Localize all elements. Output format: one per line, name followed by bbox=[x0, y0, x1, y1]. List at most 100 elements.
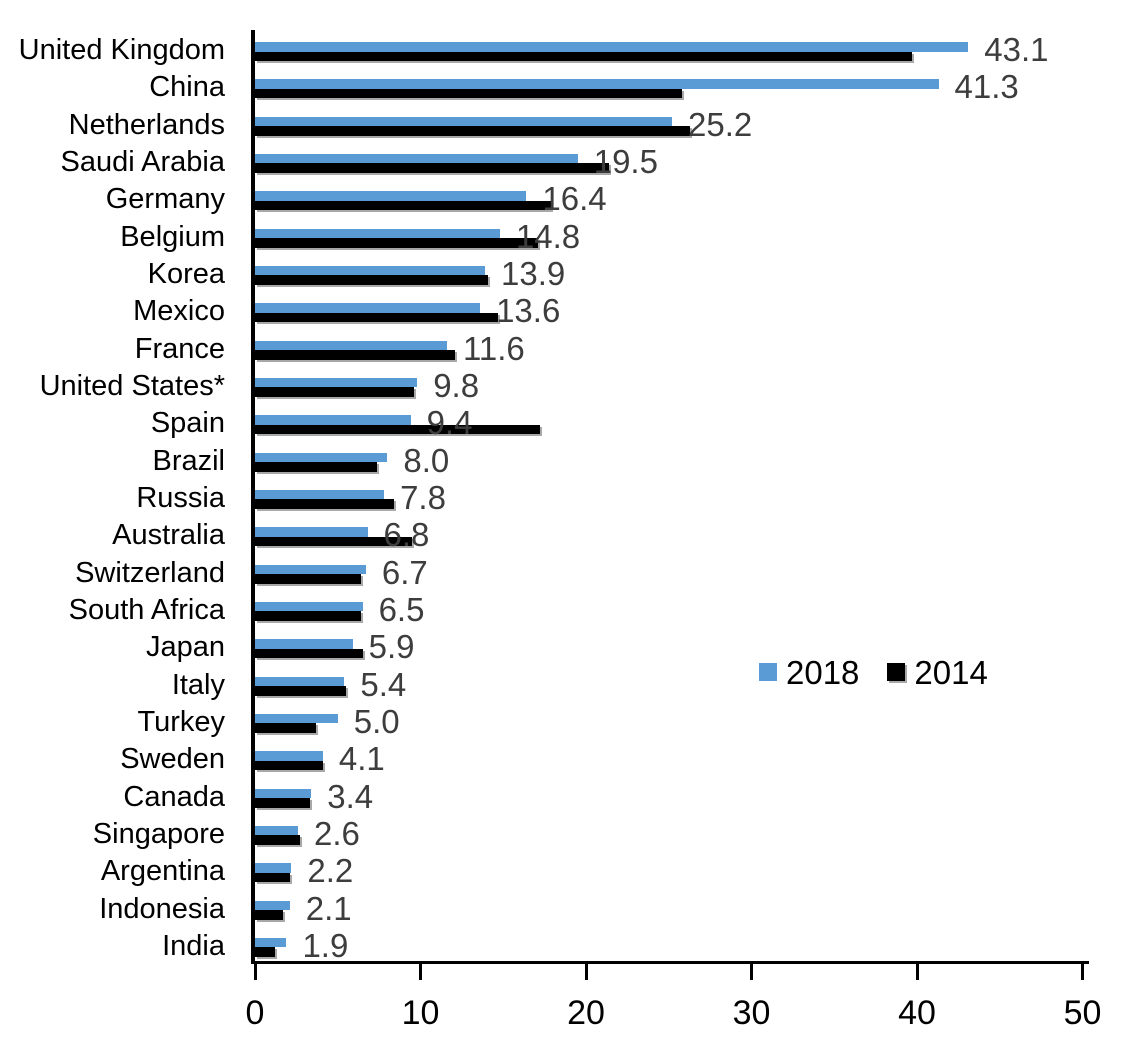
category-label: United States* bbox=[39, 369, 225, 402]
bar-2018 bbox=[255, 79, 939, 89]
bar-row: Argentina 2.2 bbox=[0, 853, 1123, 891]
bar-row: United States* 9.8 bbox=[0, 366, 1123, 406]
bar-row: Singapore 2.6 bbox=[0, 815, 1123, 854]
bar-row: Canada 3.4 bbox=[0, 777, 1123, 817]
bar-2018 bbox=[255, 191, 527, 201]
category-label: France bbox=[134, 332, 225, 365]
value-label: 5.4 bbox=[360, 665, 407, 703]
bar-2018 bbox=[255, 303, 481, 313]
bar-2018 bbox=[255, 713, 338, 724]
bar-2018 bbox=[255, 340, 447, 351]
category-label: United Kingdom bbox=[18, 34, 225, 66]
bar-2018 bbox=[255, 527, 368, 537]
bar-2014 bbox=[255, 350, 456, 360]
value-label: 41.3 bbox=[954, 68, 1019, 106]
category-label: Australia bbox=[112, 519, 225, 552]
legend-swatch-2014 bbox=[887, 663, 906, 681]
bar-2014 bbox=[255, 611, 361, 621]
category-label: Canada bbox=[123, 780, 225, 813]
value-label: 2.1 bbox=[305, 889, 352, 927]
bar-2018 bbox=[255, 863, 292, 873]
bar-row: United Kingdom 43.1 bbox=[0, 32, 1123, 70]
bar-2014 bbox=[255, 947, 275, 957]
bar-row: Saudi Arabia 19.5 bbox=[0, 143, 1123, 182]
bar-2018 bbox=[255, 415, 411, 425]
bar-row: China 41.3 bbox=[0, 69, 1123, 107]
value-label: 1.9 bbox=[302, 926, 349, 964]
bar-2018 bbox=[255, 377, 418, 388]
bar-2014 bbox=[255, 648, 363, 659]
value-label: 16.4 bbox=[542, 180, 607, 218]
legend-label-2018: 2018 bbox=[786, 653, 860, 691]
bar-2014 bbox=[255, 200, 552, 211]
bar-2014 bbox=[255, 238, 538, 248]
bar-row: Sweden 4.1 bbox=[0, 741, 1123, 779]
value-label: 6.8 bbox=[383, 516, 430, 554]
category-label: South Africa bbox=[68, 593, 225, 626]
tick-mark bbox=[1081, 964, 1084, 980]
tick-label: 40 bbox=[898, 994, 936, 1032]
category-label: Singapore bbox=[92, 817, 225, 850]
bar-row: Germany 16.4 bbox=[0, 181, 1123, 219]
bar-2014 bbox=[255, 88, 682, 99]
bar-2014 bbox=[255, 126, 691, 136]
bar-2018 bbox=[255, 452, 388, 463]
bar-row: Australia 6.8 bbox=[0, 517, 1123, 555]
bar-row: Turkey 5.0 bbox=[0, 703, 1123, 742]
bar-row: Indonesia 2.1 bbox=[0, 889, 1123, 929]
category-label: Turkey bbox=[137, 705, 225, 738]
category-label: Argentina bbox=[100, 855, 225, 888]
category-label: Brazil bbox=[152, 444, 225, 477]
bar-row: Spain 9.4 bbox=[0, 405, 1123, 443]
bar-2018 bbox=[255, 751, 323, 761]
bar-row: Brazil 8.0 bbox=[0, 442, 1123, 481]
bar-row: Netherlands 25.2 bbox=[0, 105, 1123, 145]
category-label: China bbox=[149, 71, 225, 104]
bar-2014 bbox=[255, 723, 317, 733]
bar-2014 bbox=[255, 686, 347, 696]
tick-label: 10 bbox=[401, 994, 440, 1032]
category-label: Spain bbox=[150, 407, 225, 440]
bar-2014 bbox=[255, 798, 310, 808]
legend-swatch-2018 bbox=[759, 663, 777, 681]
category-label: Korea bbox=[147, 257, 225, 290]
tick-label: 30 bbox=[732, 994, 771, 1032]
y-axis-line bbox=[251, 30, 255, 964]
value-label: 14.8 bbox=[515, 217, 581, 255]
bar-2014 bbox=[255, 835, 300, 845]
value-label: 5.9 bbox=[368, 628, 415, 666]
bar-2018 bbox=[255, 788, 312, 799]
bar-2018 bbox=[255, 228, 500, 239]
value-label: 3.4 bbox=[327, 777, 374, 815]
bar-2018 bbox=[255, 900, 290, 911]
bar-2018 bbox=[255, 265, 486, 276]
category-label: Mexico bbox=[133, 295, 225, 328]
tick-mark bbox=[253, 964, 257, 980]
bar-2014 bbox=[255, 574, 361, 584]
bar-2014 bbox=[255, 312, 499, 323]
value-label: 6.7 bbox=[381, 553, 428, 591]
value-label: 25.2 bbox=[688, 105, 753, 143]
category-label: Belgium bbox=[120, 220, 225, 253]
bar-2018 bbox=[255, 153, 578, 164]
value-label: 11.6 bbox=[462, 329, 525, 367]
bar-2018 bbox=[255, 564, 366, 575]
bar-row: Belgium 14.8 bbox=[0, 217, 1123, 257]
value-label: 2.2 bbox=[307, 852, 354, 890]
bar-2018 bbox=[255, 676, 345, 687]
tick-label: 0 bbox=[245, 994, 265, 1032]
bar-row: Switzerland 6.7 bbox=[0, 553, 1123, 593]
bar-2014 bbox=[255, 499, 395, 509]
bar-2018 bbox=[255, 825, 299, 836]
legend: 2018 2014 bbox=[759, 653, 988, 691]
tick-mark bbox=[915, 964, 919, 980]
tick-label: 50 bbox=[1063, 994, 1102, 1032]
bar-row: Korea 13.9 bbox=[0, 255, 1123, 294]
tick-label: 20 bbox=[567, 994, 605, 1032]
category-label: Russia bbox=[136, 481, 225, 514]
bar-2014 bbox=[255, 536, 413, 547]
value-label: 9.8 bbox=[433, 366, 480, 404]
tick-mark bbox=[419, 964, 422, 980]
bar-2014 bbox=[255, 872, 290, 883]
bar-2018 bbox=[255, 42, 969, 52]
